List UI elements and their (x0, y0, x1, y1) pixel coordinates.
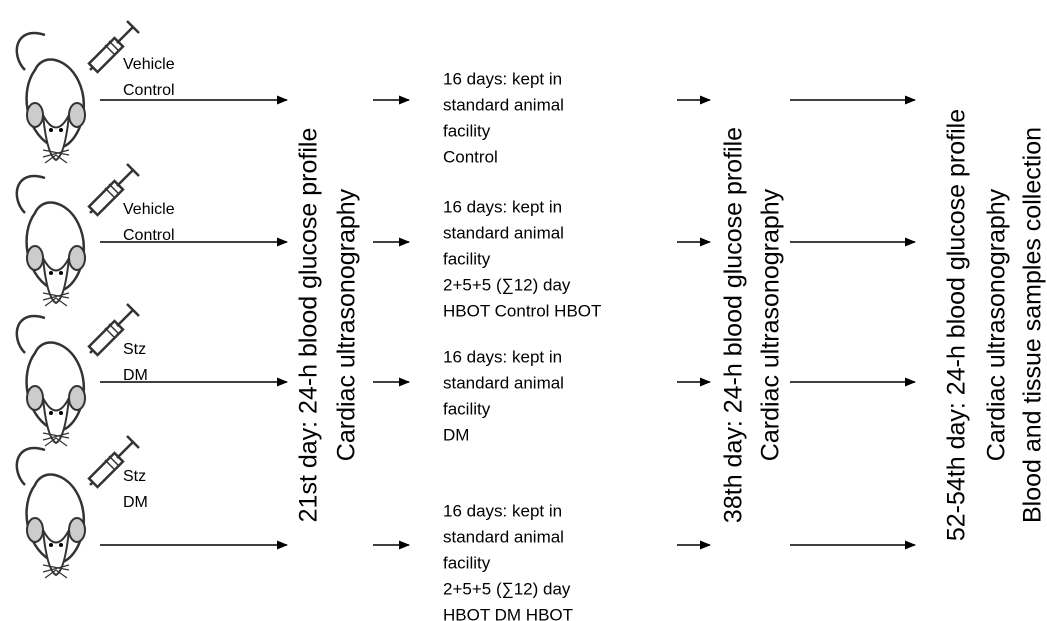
description-line: DM (443, 425, 469, 444)
stage-label: 52-54th day: 24-h blood glucose profile (943, 109, 971, 541)
stage-label: Blood and tissue samples collection (1019, 127, 1047, 523)
description-line: standard animal (443, 373, 564, 392)
mouse-icon (15, 302, 141, 448)
description-line: 16 days: kept in (443, 69, 562, 88)
injection-label: DM (123, 494, 148, 511)
description-line: facility (443, 249, 491, 268)
injection-label: Control (123, 227, 175, 244)
description-line: facility (443, 399, 491, 418)
injection-label: Vehicle (123, 201, 175, 218)
description-line: 16 days: kept in (443, 197, 562, 216)
stage-label: Cardiac ultrasonography (983, 188, 1011, 461)
stage-label: Cardiac ultrasonography (333, 188, 361, 461)
description-line: standard animal (443, 527, 564, 546)
description-line: 2+5+5 (∑12) day (443, 579, 571, 598)
description-line: HBOT Control HBOT (443, 301, 601, 320)
injection-label: Stz (123, 468, 146, 485)
mouse-icon (15, 162, 141, 308)
stage-label: 38th day: 24-h blood glucose profile (720, 127, 748, 523)
description-line: 16 days: kept in (443, 501, 562, 520)
description-line: facility (443, 121, 491, 140)
description-line: 2+5+5 (∑12) day (443, 275, 571, 294)
mouse-icon (15, 434, 141, 580)
stage-label: Cardiac ultrasonography (757, 188, 785, 461)
description-line: facility (443, 553, 491, 572)
stage-label: 21st day: 24-h blood glucose profile (295, 128, 323, 523)
injection-label: Vehicle (123, 56, 175, 73)
description-line: Control (443, 147, 498, 166)
mouse-icon (15, 19, 141, 165)
description-line: standard animal (443, 223, 564, 242)
description-line: standard animal (443, 95, 564, 114)
description-line: 16 days: kept in (443, 347, 562, 366)
description-line: HBOT DM HBOT (443, 605, 573, 621)
injection-label: Control (123, 82, 175, 99)
injection-label: DM (123, 367, 148, 384)
injection-label: Stz (123, 341, 146, 358)
